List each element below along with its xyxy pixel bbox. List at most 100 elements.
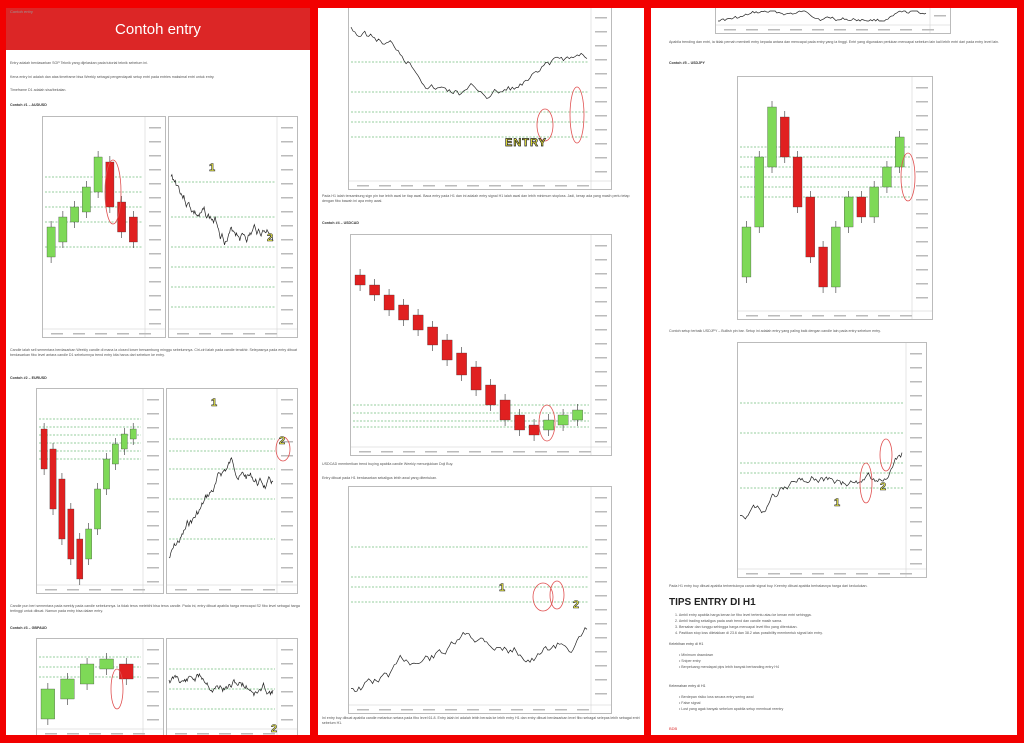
candle-body xyxy=(754,156,764,228)
time-tick xyxy=(557,451,569,453)
price-tick xyxy=(147,455,159,457)
price-tick xyxy=(595,301,607,303)
price-tick xyxy=(916,115,928,117)
price-line xyxy=(168,672,274,697)
price-tick xyxy=(595,553,607,555)
candle-body xyxy=(46,226,56,258)
price-tick xyxy=(149,295,161,297)
price-tick xyxy=(910,535,922,537)
time-tick xyxy=(197,589,209,591)
price-tick xyxy=(281,567,293,569)
price-tick xyxy=(281,281,293,283)
price-tick xyxy=(595,581,607,583)
candle-body xyxy=(354,274,366,286)
price-tick xyxy=(595,525,607,527)
price-tick xyxy=(281,427,293,429)
price-tick xyxy=(910,451,922,453)
time-tick xyxy=(139,333,151,335)
price-tick xyxy=(595,371,607,373)
price-tick xyxy=(595,143,607,145)
price-tick xyxy=(281,705,293,707)
small-header: Contoh entry xyxy=(10,9,33,14)
price-tick xyxy=(595,399,607,401)
price-tick xyxy=(147,441,159,443)
candle-body xyxy=(818,246,828,288)
price-tick xyxy=(916,283,928,285)
price-tick xyxy=(910,353,922,355)
price-tick xyxy=(147,399,159,401)
time-tick xyxy=(511,709,523,711)
price-tick xyxy=(147,539,159,541)
chart-eurusd-h1: 1 2 xyxy=(166,388,298,594)
time-tick xyxy=(45,733,57,735)
intro-paragraph-3: Timeframe D1 adalah sisa/bekalan. xyxy=(10,88,67,92)
time-tick xyxy=(133,733,145,735)
price-tick xyxy=(147,691,159,693)
price-tick xyxy=(595,413,607,415)
bottom-text: Ini entry buy dibuat apabila candle mela… xyxy=(322,716,640,725)
price-tick xyxy=(595,329,607,331)
paragraph-trending: Apabila trending dan entri, ia tidak per… xyxy=(669,40,1000,44)
price-tick xyxy=(910,563,922,565)
time-tick xyxy=(856,29,868,31)
price-tick xyxy=(147,525,159,527)
candle-body xyxy=(67,508,75,560)
time-tick xyxy=(73,333,85,335)
time-tick xyxy=(746,29,758,31)
price-tick xyxy=(595,637,607,639)
price-tick xyxy=(595,651,607,653)
candle-body xyxy=(58,216,68,243)
time-tick xyxy=(445,185,457,187)
list-item: Berpeluang mendapat pips lebih banyak be… xyxy=(679,664,1009,670)
time-tick xyxy=(357,185,369,187)
time-tick xyxy=(555,185,567,187)
time-tick xyxy=(445,709,457,711)
tip-item: 2. Ambil trading sekaligus pada arah tre… xyxy=(675,619,783,623)
candle-body xyxy=(99,658,114,670)
price-tick xyxy=(281,127,293,129)
price-tick xyxy=(595,623,607,625)
price-tick xyxy=(910,367,922,369)
candle-body xyxy=(80,663,95,685)
time-tick xyxy=(489,185,501,187)
footer-link[interactable]: BDB xyxy=(669,726,678,731)
highlight-circle xyxy=(104,159,122,225)
price-tick xyxy=(147,677,159,679)
price-tick xyxy=(595,343,607,345)
price-tick xyxy=(910,395,922,397)
candle-body xyxy=(895,136,905,168)
candle-body xyxy=(882,166,892,188)
chart-usdcad-h1: 1 2 xyxy=(348,486,612,714)
price-tick xyxy=(595,497,607,499)
highlight-circle xyxy=(879,438,893,472)
chart-eurusd-weekly xyxy=(36,388,164,594)
price-tick xyxy=(595,511,607,513)
time-tick xyxy=(117,333,129,335)
price-tick xyxy=(147,649,159,651)
price-tick xyxy=(147,483,159,485)
highlight-circle xyxy=(538,404,556,442)
price-tick xyxy=(916,185,928,187)
time-tick xyxy=(469,451,481,453)
marker-2: 2 xyxy=(271,723,278,735)
price-tick xyxy=(595,245,607,247)
candle-body xyxy=(58,478,66,540)
article-panel-middle: ENTRY Pada H1 ialah tersambung sign pin … xyxy=(318,8,644,735)
price-line xyxy=(739,452,903,520)
price-tick xyxy=(147,413,159,415)
example-5-text: Contoh setup terbaik USDJPY – Bullish pi… xyxy=(669,329,881,333)
price-tick xyxy=(281,525,293,527)
price-tick xyxy=(916,227,928,229)
price-tick xyxy=(281,677,293,679)
price-tick xyxy=(149,323,161,325)
price-tick xyxy=(149,281,161,283)
candle-body xyxy=(805,196,815,258)
price-tick xyxy=(281,253,293,255)
price-tick xyxy=(595,171,607,173)
candle-body xyxy=(112,443,119,465)
price-tick xyxy=(916,87,928,89)
price-tick xyxy=(595,567,607,569)
price-tick xyxy=(147,663,159,665)
highlight-circle xyxy=(549,580,565,610)
candle-body xyxy=(129,216,138,243)
